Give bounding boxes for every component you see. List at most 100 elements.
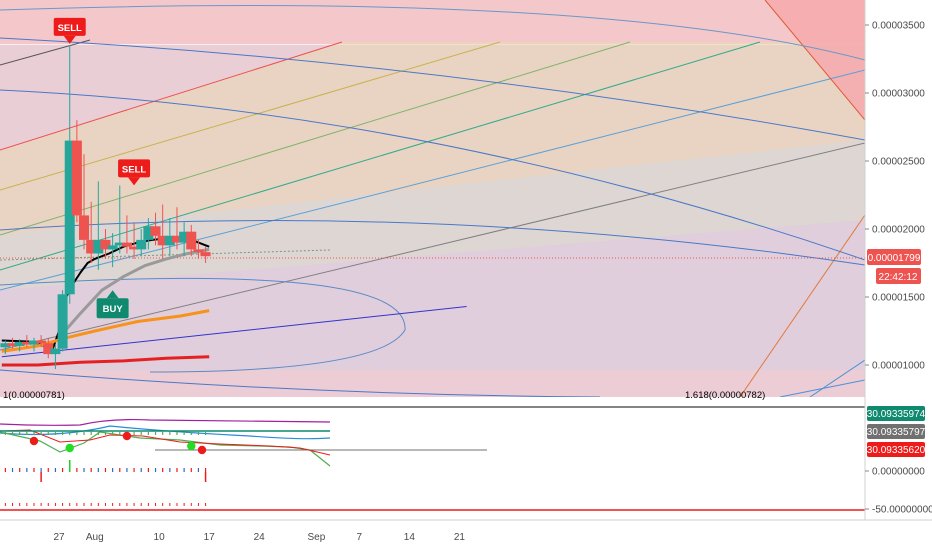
time-tick-label: 17 <box>204 532 216 543</box>
candle <box>93 181 104 270</box>
candle-body <box>121 242 132 247</box>
candle <box>107 233 118 268</box>
candle <box>150 212 161 246</box>
candles <box>0 45 211 370</box>
price-tick-label: 0.00003500 <box>872 21 925 32</box>
candle-body <box>200 252 211 257</box>
time-tick-label: 14 <box>404 532 416 543</box>
candle <box>0 340 11 355</box>
candle <box>28 337 39 352</box>
candle <box>21 335 32 348</box>
buy-flag <box>96 298 129 319</box>
candle-body <box>71 140 82 216</box>
osc-tag-bg <box>867 424 925 439</box>
candle <box>121 215 132 254</box>
indicator-line <box>1 306 467 358</box>
candle <box>71 120 82 223</box>
pitchfork-lines <box>0 0 865 397</box>
candle-body <box>114 242 125 246</box>
osc-value-tag: 30.09335974 <box>867 409 926 420</box>
candle-body <box>143 226 154 240</box>
fib-level-label: 1.618(0.00000782) <box>685 390 765 401</box>
candle <box>100 229 111 259</box>
candle <box>64 45 75 304</box>
time-tick-label: 10 <box>154 532 166 543</box>
time-tick-label: Aug <box>86 532 104 543</box>
osc-value-tag: 30.09335797 <box>867 427 926 438</box>
price-tick-label: 0.00001500 <box>872 293 925 304</box>
sell-pointer <box>128 177 141 186</box>
candle <box>114 185 125 254</box>
candle-body <box>150 226 161 236</box>
candle <box>7 337 18 349</box>
oscillator-signal-dots <box>29 431 207 455</box>
price-tick-label: 0.00003000 <box>872 89 925 100</box>
osc-signal-dot <box>29 436 39 446</box>
candle <box>200 246 211 263</box>
candle-body <box>171 235 182 243</box>
candle-body <box>164 235 175 246</box>
indicator-line <box>1 309 210 353</box>
candle-body <box>21 341 32 345</box>
candle <box>57 290 68 352</box>
candle-body <box>100 239 111 250</box>
signal-label: BUY <box>103 304 124 315</box>
time-tick-label: 27 <box>53 532 65 543</box>
price-tick-label: 0.00001000 <box>872 361 925 372</box>
candle-body <box>7 343 18 346</box>
price-tick-label: 0.00002000 <box>872 225 925 236</box>
candle-body <box>107 245 118 250</box>
osc-tick-label: 0.00000000 <box>872 467 925 478</box>
candle <box>186 224 197 257</box>
candle-body <box>50 348 61 355</box>
candle-body <box>179 231 190 243</box>
candle <box>164 218 175 257</box>
osc-signal-dot <box>65 443 74 453</box>
last-price-tag: 0.00001799 22:42:12 <box>867 249 921 284</box>
candle <box>143 218 154 250</box>
candle-body <box>93 239 104 254</box>
sell-flag <box>53 17 86 36</box>
candle-body <box>43 343 54 355</box>
osc-signal-dot <box>197 445 207 455</box>
candle <box>171 207 182 250</box>
sell-flag <box>118 159 151 178</box>
signal-markers: SELL SELL BUY <box>53 17 151 319</box>
buy-signal: BUY <box>96 290 129 319</box>
candle <box>43 337 54 359</box>
candle <box>129 222 140 259</box>
candle-body <box>0 343 11 348</box>
candle-body <box>129 246 140 250</box>
oscillator-histogram <box>4 432 207 506</box>
candle <box>157 204 168 259</box>
candle <box>179 222 190 257</box>
signal-label: SELL <box>122 164 146 175</box>
candle-body <box>136 239 147 250</box>
time-tick-label: 7 <box>357 532 363 543</box>
candle <box>36 335 47 348</box>
candle-body <box>186 231 197 250</box>
osc-tag-bg <box>867 406 925 421</box>
fib-level-label: 1(0.00000781) <box>3 390 65 401</box>
candle-body <box>57 294 68 349</box>
time-tick-label: 21 <box>454 532 466 543</box>
candle <box>79 154 90 250</box>
candle-body <box>157 235 168 246</box>
osc-value-tag: 30.09335620 <box>867 445 926 456</box>
osc-tick-label: -50.00000000 <box>872 505 932 516</box>
oscillator-value-tags: 30.09335974 30.09335797 30.09335620 <box>867 406 926 457</box>
last-price-value: 0.00001799 <box>868 253 921 264</box>
pitchfork-fill <box>0 0 865 397</box>
buy-pointer <box>106 290 119 299</box>
time-tick-label: Sep <box>308 532 326 543</box>
osc-signal-dot <box>187 441 196 451</box>
price-tick-label: 0.00002500 <box>872 157 925 168</box>
candle-body <box>193 249 204 253</box>
sell-signal: SELL <box>53 17 86 44</box>
candle-countdown: 22:42:12 <box>879 272 918 283</box>
candle-body <box>14 341 25 346</box>
candle <box>86 201 97 263</box>
candle <box>193 239 204 259</box>
candle <box>136 229 147 257</box>
